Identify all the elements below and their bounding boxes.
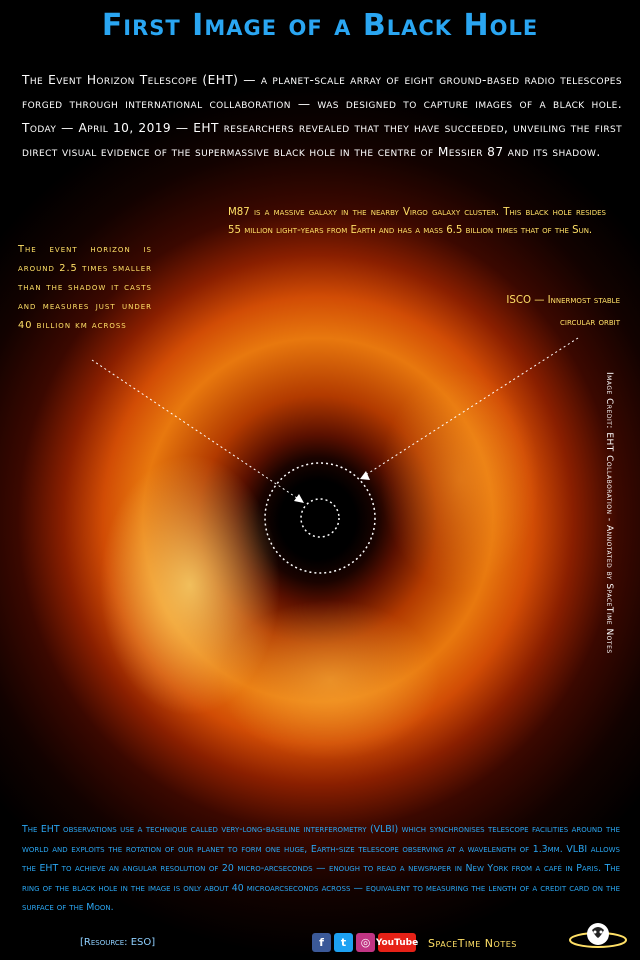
social-links: f t ◎ YouTube — [312, 933, 418, 952]
page-title: First Image of a Black Hole — [101, 8, 539, 43]
intro-paragraph: The Event Horizon Telescope (EHT) — a pl… — [22, 73, 622, 159]
isco-pointer — [363, 337, 579, 477]
instagram-icon[interactable]: ◎ — [356, 933, 375, 952]
event-horizon-annotation: The event horizon is around 2.5 times sm… — [18, 244, 152, 331]
brand-name: SpaceTime Notes — [428, 937, 517, 950]
facebook-icon[interactable]: f — [312, 933, 331, 952]
isco-annotation: ISCO — Innermost stable circular orbit — [506, 295, 620, 328]
spacetime-notes-logo — [569, 923, 627, 948]
m87-annotation: M87 is a massive galaxy in the nearby Vi… — [228, 207, 606, 236]
image-credit: Image Credit: EHT Collaboration - Annota… — [604, 372, 614, 654]
resource-label: [Resource: ESO] — [80, 937, 156, 948]
vlbi-paragraph: The EHT observations use a technique cal… — [22, 824, 620, 913]
isco-circle — [264, 462, 376, 574]
event-horizon-arrowhead — [294, 494, 304, 503]
event-horizon-circle — [300, 498, 340, 538]
isco-arrowhead — [360, 471, 370, 480]
youtube-icon[interactable]: YouTube — [376, 933, 418, 952]
twitter-icon[interactable]: t — [334, 933, 353, 952]
event-horizon-pointer — [91, 359, 301, 501]
